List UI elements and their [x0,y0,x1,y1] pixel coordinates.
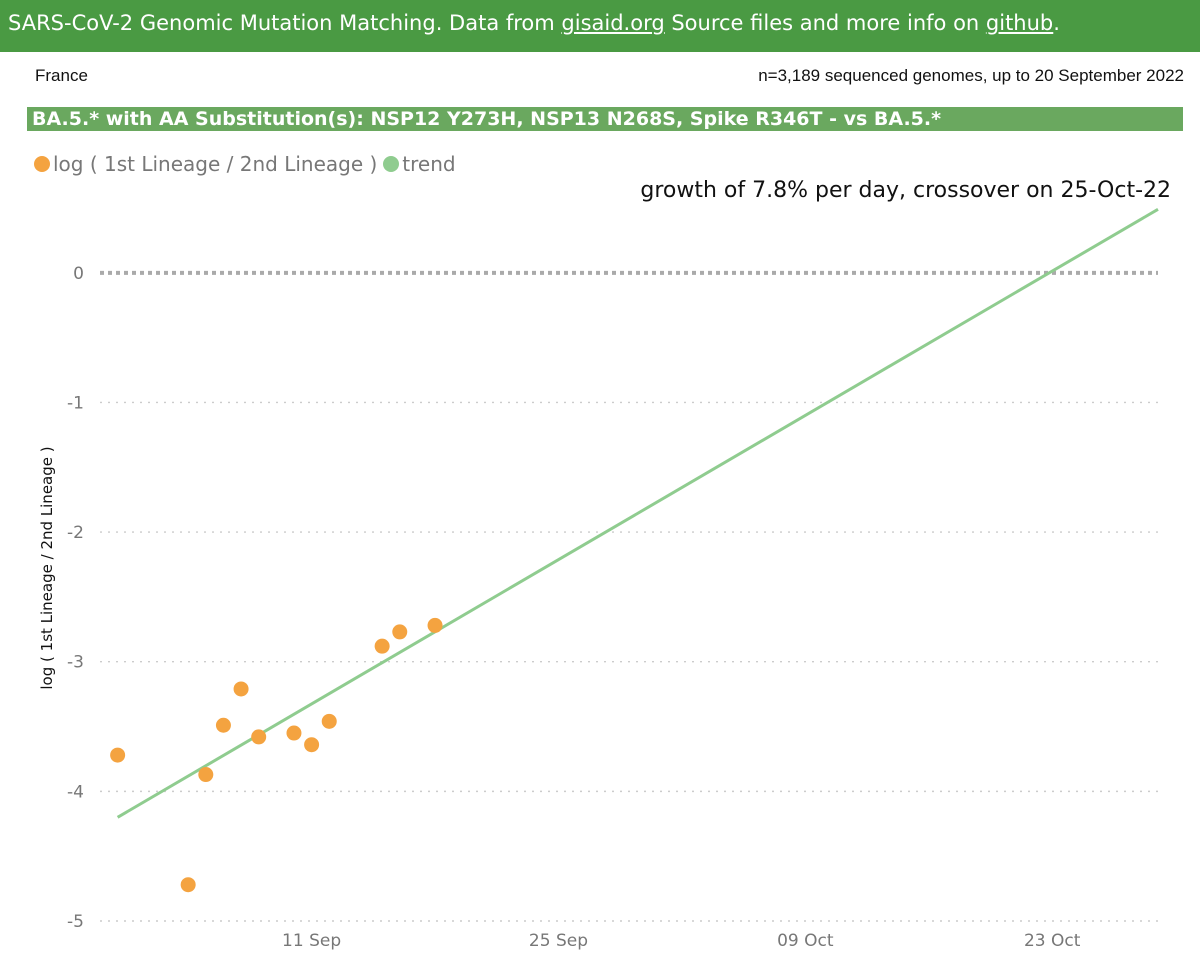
data-point [233,681,249,697]
y-tick-label: -3 [67,653,84,673]
x-tick-label: 23 Oct [1024,931,1081,951]
legend-dot-points [34,156,50,172]
data-point [304,737,320,753]
data-point [374,638,390,654]
header-banner: SARS-CoV-2 Genomic Mutation Matching. Da… [0,0,1200,52]
data-point [286,725,302,741]
growth-annotation: growth of 7.8% per day, crossover on 25-… [640,178,1171,203]
data-point [110,747,126,763]
trend-line [116,208,1159,819]
x-tick-label: 09 Oct [777,931,834,951]
data-point [251,729,267,745]
chart-title: BA.5.* with AA Substitution(s): NSP12 Y2… [27,107,1183,131]
banner-text-prefix: SARS-CoV-2 Genomic Mutation Matching. Da… [8,11,562,35]
banner-text-middle: Source files and more info on [664,11,986,35]
country-label: France [35,66,88,85]
y-tick-label: 0 [73,264,84,284]
data-point [198,767,214,783]
chart-legend: log ( 1st Lineage / 2nd Lineage ) trend [34,152,462,176]
y-tick-label: -5 [67,912,84,932]
legend-item-points[interactable]: log ( 1st Lineage / 2nd Lineage ) [34,152,377,176]
legend-label-trend: trend [402,152,456,176]
banner-text-suffix: . [1053,11,1060,35]
y-tick-label: -2 [67,523,84,543]
x-tick-label: 11 Sep [282,931,341,951]
legend-dot-trend [383,156,400,172]
y-tick-label: -1 [67,393,84,413]
gisaid-link[interactable]: gisaid.org [561,11,665,35]
x-tick-label: 25 Sep [529,931,588,951]
genome-count: n=3,189 sequenced genomes, up to 20 Sept… [758,66,1184,85]
data-point [215,717,231,733]
github-link[interactable]: github [985,11,1054,35]
legend-item-trend[interactable]: trend [383,152,456,176]
y-tick-label: -4 [67,782,84,802]
y-axis-label: log ( 1st Lineage / 2nd Lineage ) [38,446,56,689]
data-point [392,624,408,640]
data-point [427,617,443,633]
data-point [321,713,337,729]
legend-label-points: log ( 1st Lineage / 2nd Lineage ) [53,152,378,176]
data-point [180,877,196,893]
